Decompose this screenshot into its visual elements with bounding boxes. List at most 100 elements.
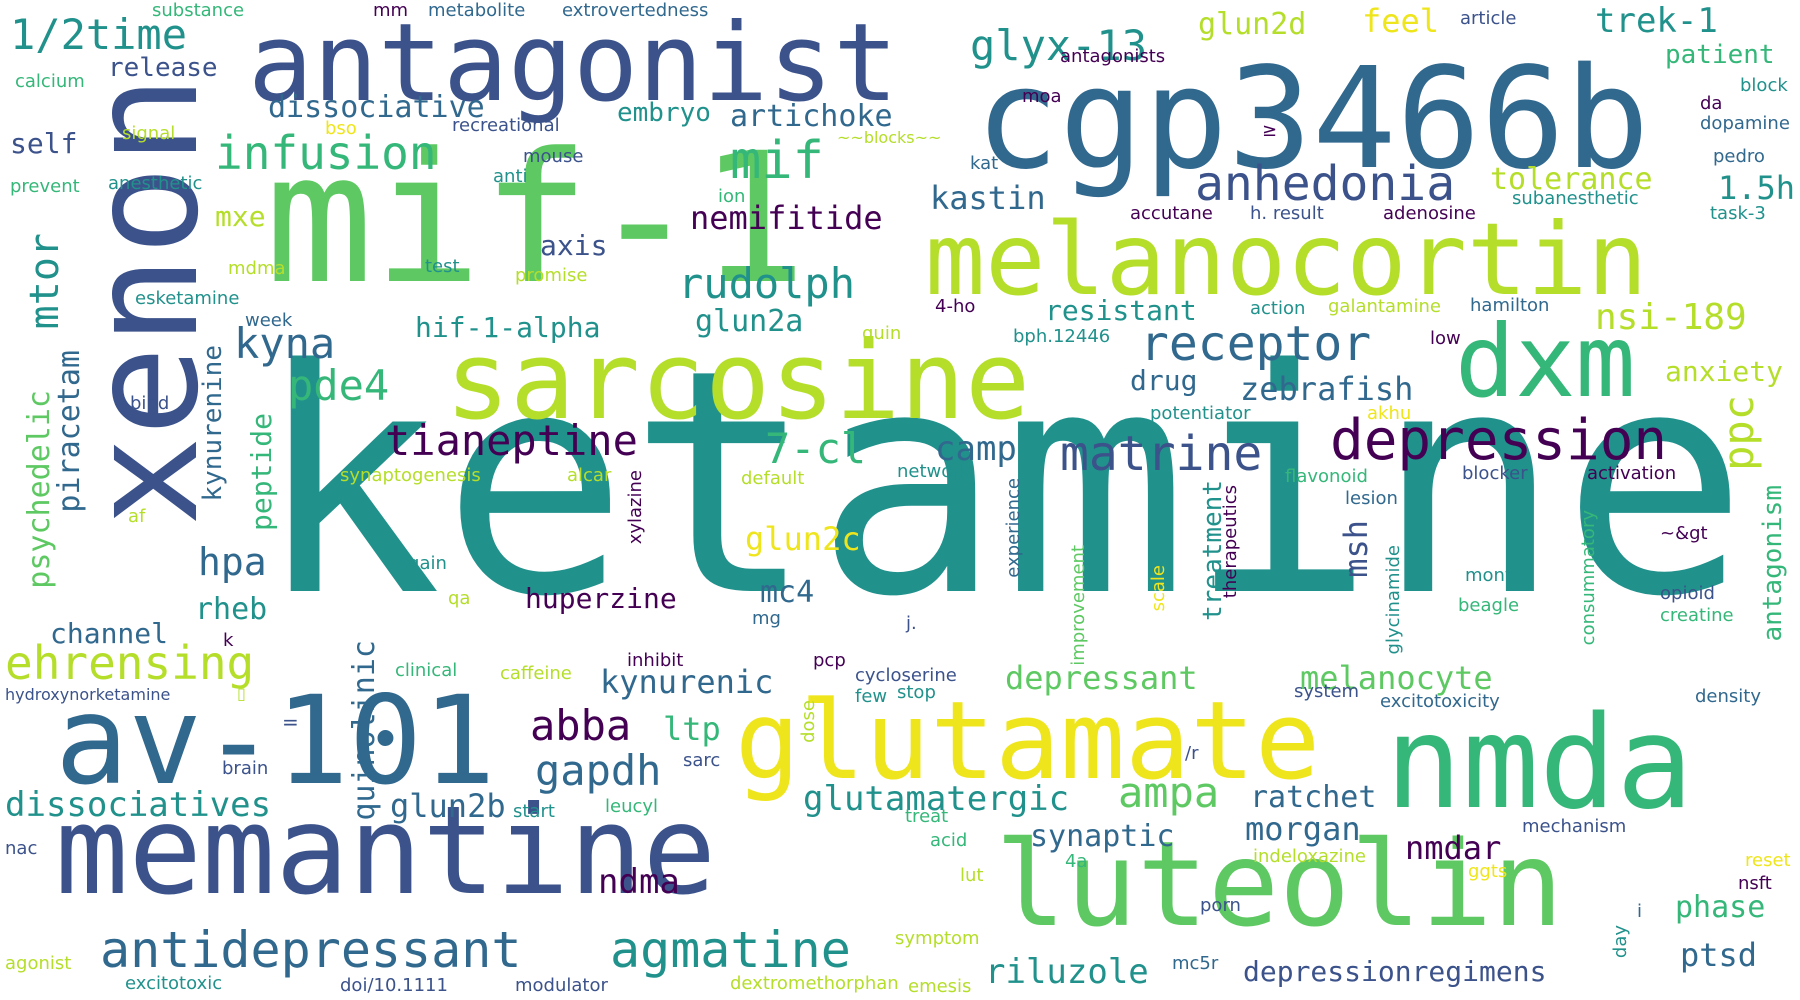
word-beagle: beagle — [1458, 595, 1520, 616]
word-depressionregimens: depressionregimens — [1243, 955, 1547, 988]
word-article: article — [1460, 8, 1517, 29]
word-inhibit: inhibit — [627, 650, 684, 671]
word-abba: abba — [530, 701, 632, 750]
word-rheb: rheb — [195, 592, 268, 627]
word-adenosine: adenosine — [1383, 203, 1476, 224]
word-ltp: ltp — [663, 710, 721, 748]
word-again: again — [397, 553, 447, 574]
word-huperzine: huperzine — [525, 582, 677, 615]
word-av-101: av-101 — [55, 670, 496, 812]
word-antagonists: antagonists — [1060, 46, 1166, 67]
word-few: few — [855, 686, 888, 707]
word-lut: lut — [960, 865, 984, 886]
word-low: low — [1430, 328, 1461, 349]
word-hpa: hpa — [198, 540, 267, 584]
word-j: j. — [906, 613, 917, 634]
word-nsft: nsft — [1738, 873, 1772, 894]
word-7-cl: 7-cl — [765, 424, 867, 473]
word-leucyl: leucyl — [605, 796, 659, 817]
word-default: default — [741, 468, 805, 489]
word-potentiator: potentiator — [1150, 403, 1251, 424]
word-patient: patient — [1665, 40, 1775, 70]
word-hamilton: hamilton — [1470, 295, 1550, 316]
word-alcar: alcar — [567, 465, 612, 486]
word-accutane: accutane — [1130, 203, 1213, 224]
word-kastin: kastin — [930, 179, 1046, 217]
word-ge: ≥ — [1262, 120, 1278, 141]
word-1-5h: 1.5h — [1718, 169, 1796, 207]
word-release: release — [108, 53, 218, 83]
word-network: network — [897, 461, 971, 482]
word-cycloserine: cycloserine — [855, 665, 957, 686]
word-recreational: recreational — [452, 115, 560, 136]
word-task-3: task-3 — [1710, 203, 1766, 224]
word-porn: porn — [1200, 895, 1241, 916]
word-clinical: clinical — [395, 660, 458, 681]
word-quin: quin — [862, 323, 902, 344]
word-emesis: emesis — [908, 976, 972, 997]
word-msh: msh — [1337, 520, 1375, 578]
word-signal: signal — [122, 123, 176, 144]
word-zebrafish: zebrafish — [1240, 370, 1414, 408]
word-matrine: matrine — [1060, 426, 1263, 482]
word-gapdh: gapdh — [535, 746, 662, 795]
word-mc4: mc4 — [760, 575, 815, 610]
word-glutamate: glutamate — [735, 679, 1321, 804]
word-dissociative: dissociative — [268, 90, 485, 125]
word-test: test — [425, 256, 460, 277]
word-sarc: sarc — [683, 750, 721, 771]
word-opioid: opioid — [1660, 583, 1715, 604]
word-nmdar: nmdar — [1405, 829, 1502, 867]
word-glycinamide: glycinamide — [1383, 545, 1404, 655]
word-dissociatives: dissociatives — [5, 785, 272, 825]
word-consummatory: consummatory — [1578, 510, 1599, 646]
word-calcium: calcium — [15, 71, 85, 92]
word-improvement: improvement — [1068, 545, 1089, 666]
word-h-result: h. result — [1250, 203, 1324, 224]
word-indeloxazine: indeloxazine — [1253, 846, 1366, 867]
word-glun2c: glun2c — [745, 520, 861, 558]
word-sarcosine: sarcosine — [445, 319, 1031, 444]
word-antagonist: antagonist — [248, 1, 899, 126]
word-substance: substance — [152, 0, 245, 21]
word-blocker: blocker — [1462, 463, 1528, 484]
word-block: block — [1740, 75, 1788, 96]
word-excitotoxicity: excitotoxicity — [1380, 691, 1500, 712]
word-infusion: infusion — [215, 126, 437, 180]
word-cgp3466b: cgp3466b — [975, 38, 1650, 201]
word-melanocyte: melanocyte — [1300, 659, 1493, 697]
word-drug: drug — [1130, 364, 1198, 397]
word-ehrensing: ehrensing — [5, 636, 255, 690]
word-therapeutics: therapeutics — [1220, 485, 1241, 599]
word-pedro: pedro — [1713, 146, 1765, 167]
word-mm: mm — [373, 0, 409, 21]
word-qa: qa — [448, 588, 471, 609]
word-mxe: mxe — [215, 200, 266, 233]
word-excitotoxic: excitotoxic — [125, 973, 223, 994]
word-blocks: ~~blocks~~ — [837, 128, 942, 147]
word-eq: = — [282, 710, 299, 734]
word-morgan: morgan — [1245, 810, 1361, 848]
word-scale: scale — [1148, 565, 1169, 612]
word-experience: experience — [1003, 478, 1024, 578]
word-metabolite: metabolite — [428, 0, 526, 21]
word-esketamine: esketamine — [135, 288, 240, 309]
word-ratchet: ratchet — [1250, 780, 1377, 815]
word-anhedonia: anhedonia — [1195, 156, 1456, 212]
word-prevent: prevent — [10, 176, 80, 197]
word-hydroxynorketamine: hydroxynorketamine — [5, 685, 171, 704]
word-da: da — [1700, 93, 1723, 114]
word-kyna: kyna — [234, 319, 336, 368]
word-glun2b: glun2b — [390, 787, 506, 825]
word-density: density — [1695, 686, 1761, 707]
word-piracetam: piracetam — [52, 350, 87, 513]
word-peptide: peptide — [245, 413, 278, 532]
word-treat: treat — [905, 806, 949, 827]
word-ndma: ndma — [598, 862, 680, 902]
word-tianeptine: tianeptine — [385, 416, 638, 465]
word-hif-1-alpha: hif-1-alpha — [415, 311, 601, 344]
word-action: action — [1250, 298, 1306, 319]
word-ion: ion — [718, 186, 746, 207]
word-anti: anti — [493, 166, 528, 187]
